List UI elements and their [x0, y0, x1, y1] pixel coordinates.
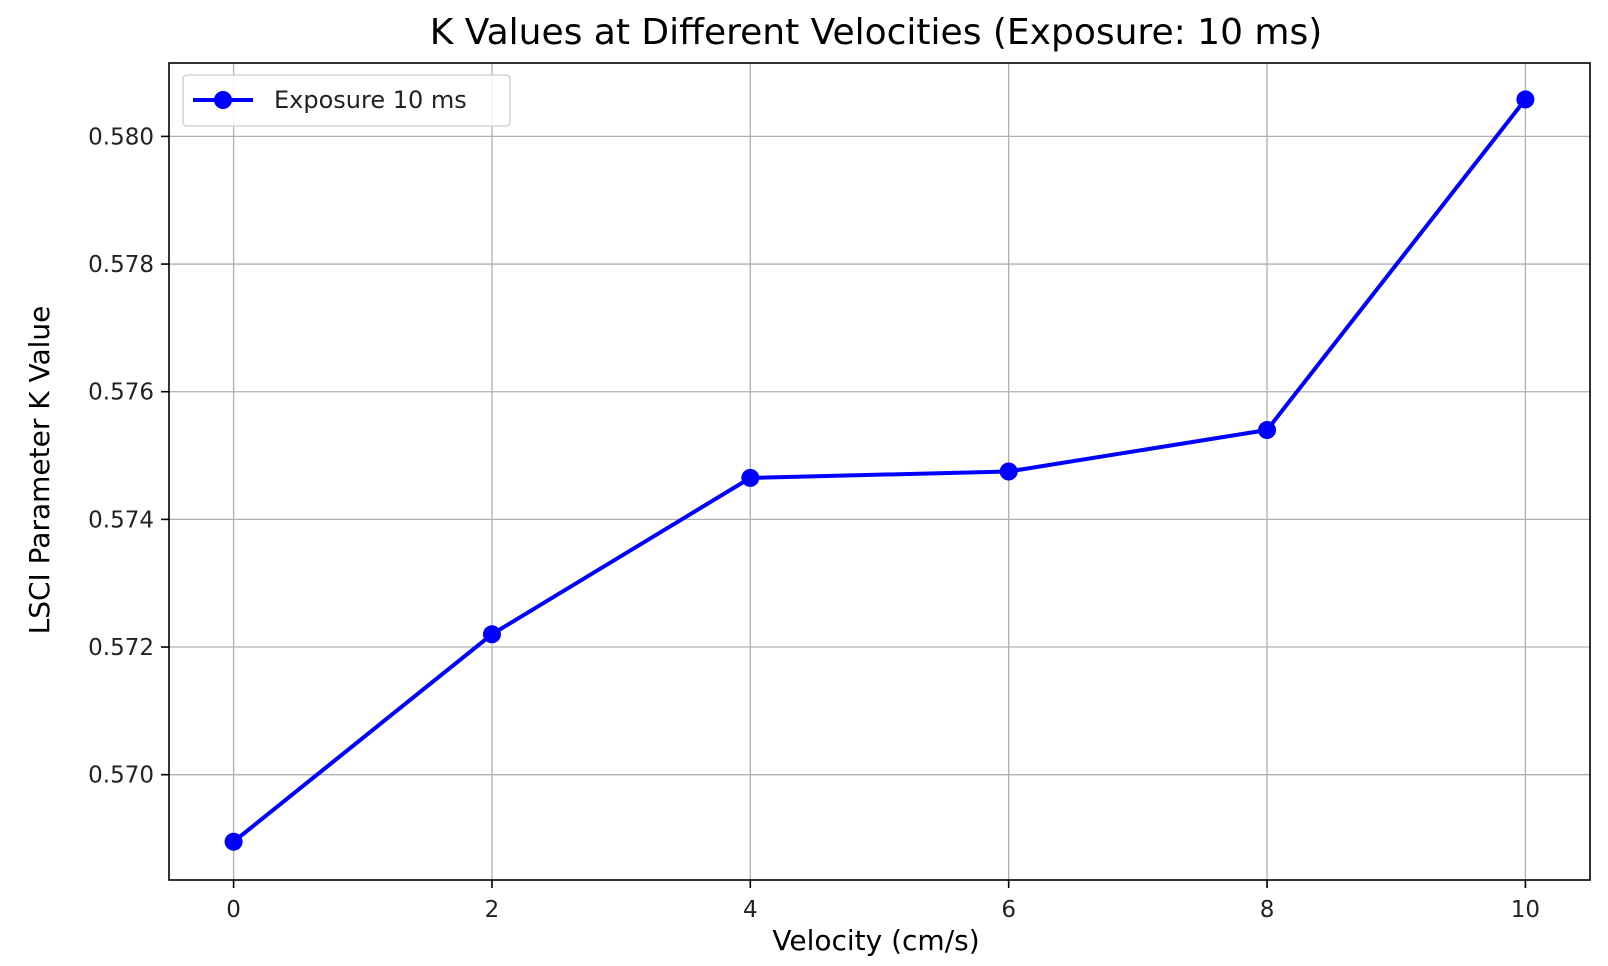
- series-line: [231, 97, 1528, 844]
- legend-marker-swatch: [214, 91, 232, 109]
- y-axis-label: LSCI Parameter K Value: [23, 306, 56, 635]
- data-point: [482, 625, 501, 644]
- data-point: [224, 832, 243, 851]
- y-tick-label: 0.574: [88, 507, 154, 533]
- x-tick-label: 10: [1511, 897, 1540, 923]
- x-axis-ticks: 0 2 4 6 8 10: [226, 880, 1540, 923]
- data-point: [1516, 90, 1535, 109]
- legend-entry-label: Exposure 10 ms: [274, 86, 467, 114]
- y-tick-label: 0.570: [88, 763, 154, 789]
- data-point: [1258, 421, 1277, 440]
- y-tick-label: 0.578: [88, 252, 154, 278]
- legend: Exposure 10 ms: [182, 74, 511, 127]
- x-tick-label: 0: [226, 897, 241, 923]
- data-point: [741, 468, 760, 487]
- y-axis-ticks: 0.570 0.572 0.574 0.576 0.578 0.580: [88, 124, 169, 789]
- chart-title: K Values at Different Velocities (Exposu…: [430, 12, 1323, 53]
- x-tick-label: 2: [485, 897, 500, 923]
- x-axis-label: Velocity (cm/s): [772, 924, 979, 957]
- y-tick-label: 0.576: [88, 380, 154, 406]
- series-layer: [224, 90, 1535, 851]
- x-tick-label: 8: [1260, 897, 1275, 923]
- x-tick-label: 4: [743, 897, 758, 923]
- y-tick-label: 0.572: [88, 635, 154, 661]
- data-point: [999, 462, 1018, 481]
- x-tick-label: 6: [1001, 897, 1016, 923]
- legend-box: [182, 74, 511, 127]
- y-tick-label: 0.580: [88, 124, 154, 150]
- axes-frame: [168, 62, 1591, 881]
- grid-lines: [169, 63, 1590, 880]
